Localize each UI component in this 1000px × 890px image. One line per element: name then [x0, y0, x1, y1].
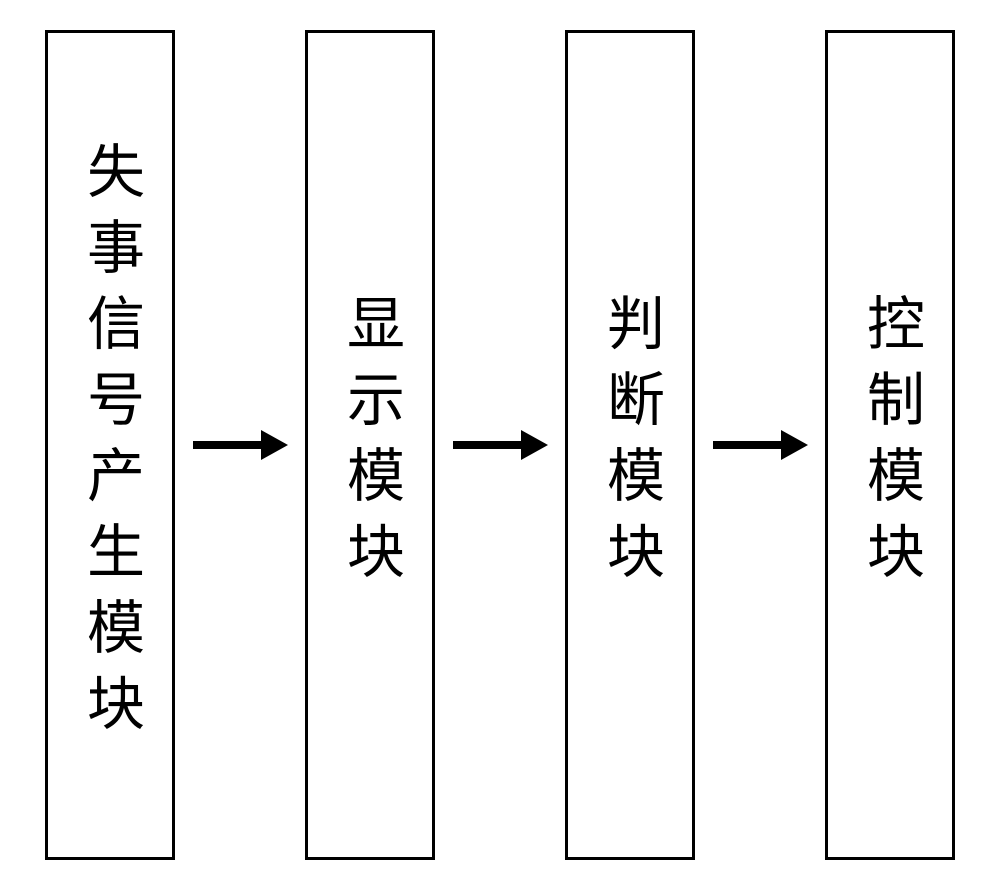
- arrow-head-icon: [521, 430, 548, 460]
- block-label: 控制模块: [848, 293, 932, 597]
- arrow-line: [193, 441, 261, 449]
- arrow-line: [453, 441, 521, 449]
- block-judgment: 判断模块: [565, 30, 695, 860]
- arrow-head-icon: [261, 430, 288, 460]
- block-signal-generation: 失事信号产生模块: [45, 30, 175, 860]
- block-label: 失事信号产生模块: [68, 141, 152, 749]
- block-label: 显示模块: [328, 293, 412, 597]
- flowchart-diagram: 失事信号产生模块 显示模块 判断模块 控制模块: [45, 30, 955, 860]
- block-label: 判断模块: [588, 293, 672, 597]
- arrow-head-icon: [781, 430, 808, 460]
- arrow-line: [713, 441, 781, 449]
- arrow-2: [453, 430, 548, 460]
- arrow-1: [193, 430, 288, 460]
- arrow-3: [713, 430, 808, 460]
- block-control: 控制模块: [825, 30, 955, 860]
- block-display: 显示模块: [305, 30, 435, 860]
